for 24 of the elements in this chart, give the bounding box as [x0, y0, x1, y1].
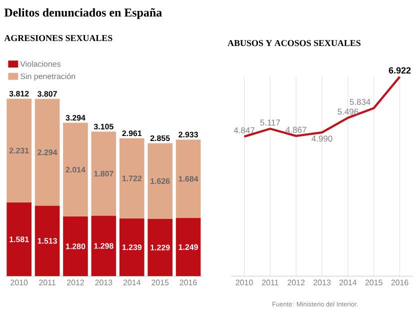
bar — [91, 132, 116, 216]
data-label: 4.847 — [234, 127, 254, 134]
bar — [63, 122, 88, 217]
data-label: 5.496 — [338, 108, 358, 115]
data-label: 4.867 — [286, 126, 306, 133]
chart-title: ABUSOS Y ACOSOS SEXUALES — [228, 40, 360, 46]
bar — [63, 216, 88, 276]
data-label: 5.834 — [350, 98, 370, 105]
bar — [6, 98, 32, 203]
bar — [119, 138, 144, 218]
bar — [91, 216, 116, 276]
bar — [119, 218, 144, 276]
data-label: 4.990 — [312, 136, 332, 142]
chart-subtitle: AGRESIONES SEXUALES — [4, 35, 112, 42]
bar — [6, 202, 32, 276]
bar — [148, 143, 172, 219]
bar — [34, 206, 60, 276]
bar — [34, 98, 60, 206]
bar — [176, 140, 201, 218]
bar — [176, 218, 201, 276]
data-label: 5.117 — [260, 120, 280, 126]
data-label: 6.922 — [388, 67, 411, 74]
chart-title: Delitos denunciados en España — [4, 8, 162, 20]
bar — [148, 218, 172, 276]
